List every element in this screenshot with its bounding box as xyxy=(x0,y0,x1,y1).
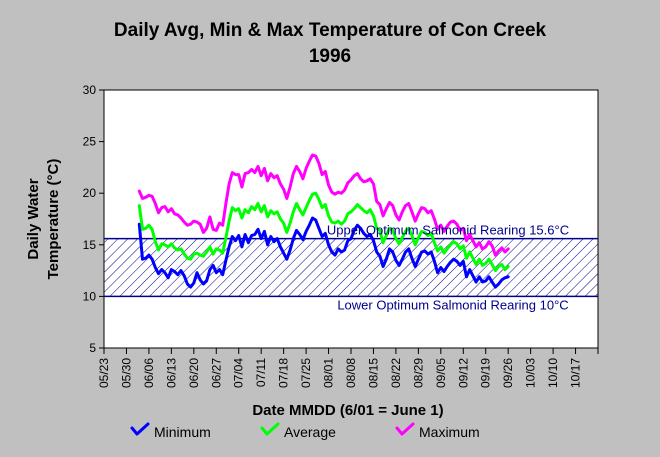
series-line-maximum xyxy=(137,153,510,257)
y-tick-label: 25 xyxy=(83,135,97,149)
lower-optimum-label: Lower Optimum Salmonid Rearing 10°C xyxy=(337,297,568,312)
x-axis: 05/23 05/30 06/06 06/13 06/20 06/27 07/04 07/11… xyxy=(97,348,599,388)
x-tick-label: 08/29 xyxy=(411,358,425,388)
legend-swatch-average xyxy=(260,422,280,436)
x-tick-label: 06/20 xyxy=(187,358,201,388)
x-tick-label: 07/18 xyxy=(277,358,291,388)
y-axis-title: Daily Water Temperature (°C) xyxy=(25,159,62,280)
x-tick-label: 05/23 xyxy=(97,358,111,388)
plot-area xyxy=(103,89,599,349)
x-tick-label: 07/11 xyxy=(254,358,268,387)
x-tick-label: 06/13 xyxy=(164,358,178,388)
x-tick-label: 05/30 xyxy=(120,358,134,388)
x-tick-label: 10/10 xyxy=(546,358,560,388)
y-axis-title-line-1: Daily Water xyxy=(25,178,42,259)
x-tick-label: 08/01 xyxy=(322,358,336,388)
x-tick-label: 09/05 xyxy=(434,358,448,388)
legend-label-minimum: Minimum xyxy=(154,424,211,440)
x-tick-label: 06/06 xyxy=(142,358,156,388)
series-layer xyxy=(137,153,510,289)
legend-label-maximum: Maximum xyxy=(419,424,480,440)
optimum-rearing-band xyxy=(104,238,598,297)
y-tick-label: 5 xyxy=(89,341,96,355)
x-tick-label: 08/15 xyxy=(367,358,381,388)
x-tick-label: 10/03 xyxy=(524,358,538,388)
x-tick-label: 08/08 xyxy=(344,358,358,388)
x-tick-label: 09/12 xyxy=(456,358,470,388)
y-tick-label: 10 xyxy=(83,289,97,303)
y-tick-label: 15 xyxy=(83,238,97,252)
x-tick-label: 09/19 xyxy=(479,358,493,388)
x-tick-label: 06/27 xyxy=(209,358,223,388)
x-tick-label: 08/22 xyxy=(389,358,403,388)
chart-subtitle: 1996 xyxy=(309,46,351,67)
y-tick-label: 30 xyxy=(83,83,97,97)
y-axis: 5 10 15 20 25 30 xyxy=(83,83,104,355)
series-line-average xyxy=(137,191,510,273)
y-axis-title-line-2: Temperature (°C) xyxy=(45,159,62,280)
series-line-minimum xyxy=(137,216,510,289)
x-tick-label: 07/25 xyxy=(299,358,313,388)
x-axis-title: Date MMDD (6/01 = June 1) xyxy=(252,402,443,419)
legend-swatch-minimum xyxy=(130,422,150,436)
legend: Minimum Average Maximum xyxy=(130,422,480,440)
x-tick-label: 09/26 xyxy=(501,358,515,388)
legend-label-average: Average xyxy=(284,424,336,440)
x-tick-label: 07/04 xyxy=(232,358,246,388)
y-tick-label: 20 xyxy=(83,186,97,200)
upper-optimum-label: Upper Optimum Salmonid Rearing 15.6°C xyxy=(327,223,569,238)
chart-title: Daily Avg, Min & Max Temperature of Con … xyxy=(114,20,547,41)
x-tick-label: 10/17 xyxy=(569,358,583,388)
legend-swatch-maximum xyxy=(395,422,415,436)
